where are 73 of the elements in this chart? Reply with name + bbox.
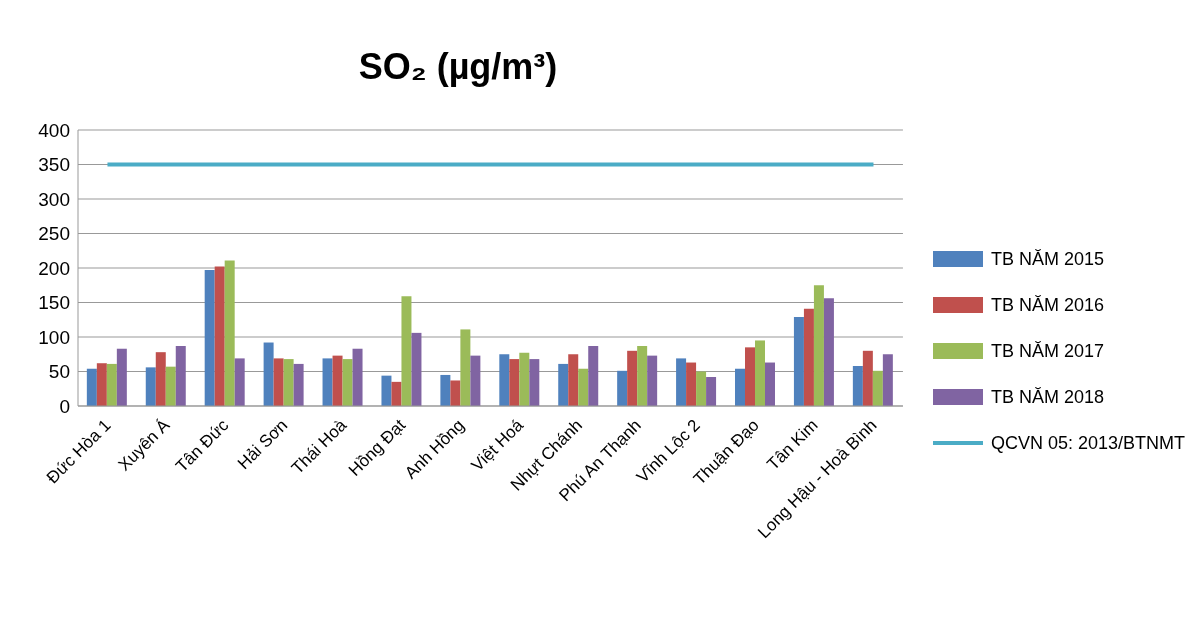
y-tick-label: 150 bbox=[38, 292, 70, 314]
bar bbox=[391, 381, 402, 406]
bar bbox=[460, 329, 471, 406]
bar bbox=[803, 308, 814, 406]
bar bbox=[813, 285, 824, 406]
bar bbox=[823, 298, 834, 406]
bar bbox=[411, 332, 422, 406]
legend-label: TB NĂM 2018 bbox=[990, 386, 1104, 409]
bar bbox=[224, 260, 235, 406]
bar bbox=[234, 358, 245, 406]
legend-label: TB NĂM 2017 bbox=[990, 340, 1104, 363]
bar bbox=[578, 368, 589, 406]
bar bbox=[529, 359, 540, 406]
y-tick-label: 350 bbox=[38, 154, 70, 176]
bar bbox=[745, 347, 755, 406]
x-tick-label: Đức Hòa 1 bbox=[42, 415, 115, 488]
bar bbox=[116, 348, 127, 406]
bar bbox=[696, 371, 707, 406]
bar bbox=[558, 363, 569, 406]
bar bbox=[450, 380, 461, 406]
bar bbox=[273, 358, 284, 406]
bar bbox=[647, 355, 658, 406]
bar bbox=[735, 368, 745, 406]
bar bbox=[617, 370, 628, 406]
y-tick-label: 400 bbox=[38, 119, 70, 141]
x-tick-label: Tân Đức bbox=[172, 415, 233, 476]
bar bbox=[106, 363, 117, 406]
bar bbox=[204, 270, 215, 406]
y-tick-label: 200 bbox=[38, 257, 70, 279]
y-tick-label: 50 bbox=[48, 361, 70, 383]
bar bbox=[145, 367, 156, 406]
legend-label: QCVN 05: 2013/BTNMT bbox=[990, 432, 1185, 455]
bar bbox=[882, 354, 893, 406]
y-tick-label: 300 bbox=[38, 188, 70, 210]
bar bbox=[322, 358, 333, 406]
bar bbox=[165, 366, 176, 406]
bar bbox=[401, 296, 412, 406]
bar bbox=[637, 345, 648, 406]
y-tick-label: 0 bbox=[59, 395, 70, 417]
bar bbox=[706, 377, 717, 406]
bar bbox=[86, 368, 97, 406]
bar bbox=[440, 374, 451, 406]
chart-title: SO₂ (µg/m³) bbox=[357, 45, 559, 89]
legend-label: TB NĂM 2016 bbox=[990, 294, 1104, 317]
bar bbox=[293, 363, 304, 406]
bar bbox=[676, 358, 687, 406]
bar bbox=[755, 340, 765, 406]
legend-label: TB NĂM 2015 bbox=[990, 248, 1104, 271]
bar bbox=[519, 352, 530, 406]
bar bbox=[263, 342, 274, 406]
bar bbox=[862, 350, 873, 406]
bar bbox=[381, 375, 392, 406]
bar bbox=[470, 355, 481, 406]
bar bbox=[872, 370, 883, 406]
bar bbox=[588, 345, 599, 406]
bar bbox=[499, 354, 510, 406]
bar bbox=[793, 316, 804, 406]
bar bbox=[214, 266, 225, 406]
bar bbox=[627, 350, 638, 406]
bar bbox=[568, 354, 579, 406]
bar bbox=[175, 345, 186, 406]
bar bbox=[765, 362, 775, 406]
bar bbox=[96, 363, 107, 406]
y-tick-label: 250 bbox=[38, 223, 70, 245]
bar bbox=[155, 352, 166, 406]
bar bbox=[352, 348, 363, 406]
bar bbox=[852, 365, 863, 406]
bar bbox=[283, 359, 294, 406]
bar bbox=[509, 359, 520, 406]
bar bbox=[686, 362, 697, 406]
bar bbox=[342, 359, 353, 406]
y-tick-label: 100 bbox=[38, 326, 70, 348]
bar bbox=[332, 355, 343, 406]
